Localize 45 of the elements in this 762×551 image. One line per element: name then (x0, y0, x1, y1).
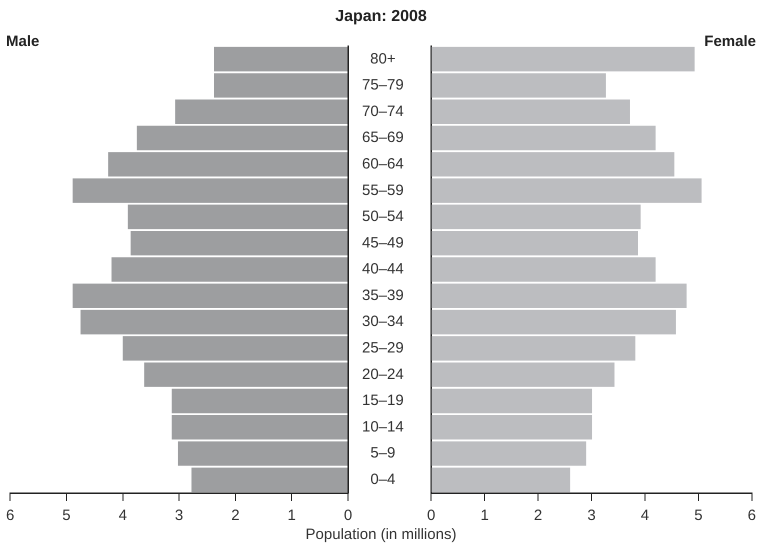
y-tick-label: 35–39 (362, 286, 404, 304)
series-label: Female (704, 33, 756, 50)
x-tick-label: 6 (748, 507, 756, 524)
text: Japan: 2008 (334, 8, 428, 26)
y-tick-label: 40–44 (362, 260, 404, 278)
bar (432, 257, 656, 282)
text: Male (6, 33, 40, 50)
y-tick-label: 60–64 (362, 155, 404, 172)
x-tick-label: 4 (118, 507, 127, 524)
x-tick-label: 4 (640, 507, 650, 524)
bar (432, 284, 687, 308)
x-tick-label: 3 (587, 507, 596, 524)
bar (432, 415, 592, 440)
y-tick-label: 75–79 (362, 76, 404, 94)
bar (72, 284, 348, 308)
y-tick-label: 15–19 (362, 392, 404, 410)
bar (175, 100, 348, 124)
y-tick-label: 30–34 (362, 313, 404, 330)
bar (432, 100, 630, 124)
y-tick-label: 65–69 (362, 129, 404, 146)
y-tick-label: 20–24 (362, 366, 404, 383)
bar (112, 257, 348, 282)
y-tick-label: 45–49 (362, 234, 404, 252)
y-tick-label: 0–4 (370, 470, 396, 488)
x-tick-label: 5 (694, 507, 703, 524)
y-tick-label: 80+ (370, 50, 396, 68)
y-tick-label: 50–54 (362, 208, 404, 226)
bar (130, 230, 348, 256)
x-tick-label: 1 (288, 507, 296, 524)
y-tick-label: 55–59 (362, 182, 404, 199)
y-tick-label: 10–14 (362, 418, 404, 436)
y-tick-label: 70–74 (362, 102, 404, 120)
bar (432, 230, 638, 256)
x-tick-label: 6 (6, 507, 14, 524)
x-tick-label: 0 (344, 507, 352, 524)
bar (172, 415, 348, 440)
x-tick-label: 1 (480, 507, 489, 524)
x-tick-label: 5 (62, 507, 71, 524)
x-tick-label: 0 (427, 507, 436, 524)
x-tick-label: 2 (534, 507, 542, 524)
y-tick-label: 25–29 (362, 340, 404, 357)
x-axis-title: Population (in millions) (304, 526, 458, 543)
x-tick-label: 3 (174, 507, 184, 524)
y-tick-label: 5–9 (370, 444, 396, 462)
x-tick-label: 2 (231, 507, 240, 524)
